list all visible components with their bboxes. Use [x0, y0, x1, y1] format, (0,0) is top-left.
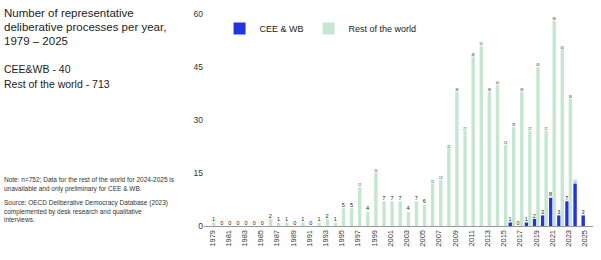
svg-text:45: 45 [194, 62, 204, 72]
svg-text:1987: 1987 [272, 230, 281, 247]
svg-text:1: 1 [334, 216, 337, 222]
svg-text:2005: 2005 [418, 230, 427, 247]
svg-text:3: 3 [581, 209, 584, 215]
svg-text:27: 27 [528, 127, 532, 131]
svg-text:0: 0 [228, 220, 231, 226]
svg-text:0: 0 [293, 220, 296, 226]
svg-text:60: 60 [194, 9, 204, 19]
svg-text:3: 3 [541, 209, 544, 215]
html-text:Note: n=752; Data for the rest: Note: n=752; Data for the rest of the wo… [4, 176, 174, 192]
svg-text:2009: 2009 [451, 230, 460, 247]
svg-text:1985: 1985 [256, 230, 265, 247]
svg-text:13: 13 [439, 176, 443, 180]
svg-text:1989: 1989 [289, 230, 298, 247]
svg-text:58: 58 [552, 17, 556, 21]
svg-text:0: 0 [253, 220, 256, 226]
svg-text:0: 0 [198, 221, 203, 231]
svg-text:2: 2 [269, 213, 272, 219]
svg-text:2025: 2025 [580, 230, 589, 247]
svg-text:51: 51 [480, 42, 484, 46]
svg-text:36: 36 [569, 95, 573, 99]
svg-text:28: 28 [512, 123, 516, 127]
svg-text:0: 0 [220, 220, 223, 226]
svg-text:50: 50 [561, 46, 565, 50]
svg-text:2011: 2011 [467, 230, 476, 246]
svg-text:27: 27 [463, 127, 467, 131]
svg-text:4: 4 [407, 205, 410, 211]
svg-text:48: 48 [471, 53, 475, 57]
svg-text:2015: 2015 [499, 230, 508, 247]
svg-text:0: 0 [261, 220, 264, 226]
svg-text:2001: 2001 [386, 230, 395, 247]
svg-text:1995: 1995 [337, 230, 346, 247]
svg-text:15: 15 [374, 169, 378, 173]
html-text:Source: OECD Deliberative Demo: Source: OECD Deliberative Democracy Data… [4, 199, 168, 223]
svg-text:7: 7 [565, 195, 568, 201]
svg-text:8: 8 [549, 191, 552, 197]
svg-text:22: 22 [447, 145, 451, 149]
svg-text:2: 2 [533, 213, 536, 219]
svg-text:2017: 2017 [515, 230, 524, 247]
svg-text:7: 7 [382, 195, 385, 201]
svg-text:7: 7 [390, 195, 393, 201]
html-text:Rest of the world - 713: Rest of the world - 713 [4, 78, 110, 90]
svg-text:0: 0 [309, 220, 312, 226]
svg-text:5: 5 [350, 202, 353, 208]
svg-text:38: 38 [520, 88, 524, 92]
svg-text:1: 1 [317, 216, 320, 222]
svg-text:1997: 1997 [353, 230, 362, 247]
svg-text:12: 12 [431, 180, 435, 184]
svg-text:2003: 2003 [402, 230, 411, 247]
svg-text:0: 0 [517, 220, 520, 226]
svg-text:1: 1 [509, 216, 512, 222]
svg-text:1: 1 [277, 216, 280, 222]
svg-text:2: 2 [326, 213, 329, 219]
html-text:CEE&WB - 40: CEE&WB - 40 [4, 63, 71, 75]
svg-text:7: 7 [399, 195, 402, 201]
svg-text:38: 38 [455, 88, 459, 92]
svg-text:2019: 2019 [532, 230, 541, 247]
svg-text:7: 7 [415, 195, 418, 201]
svg-text:2007: 2007 [434, 230, 443, 247]
svg-text:4: 4 [366, 205, 369, 211]
svg-text:CEE & WB: CEE & WB [260, 24, 304, 34]
svg-text:1979: 1979 [208, 230, 217, 247]
svg-text:1: 1 [301, 216, 304, 222]
svg-text:2013: 2013 [483, 230, 492, 247]
svg-text:40: 40 [496, 81, 500, 85]
svg-text:27: 27 [544, 127, 548, 131]
svg-text:12: 12 [573, 180, 577, 184]
svg-text:1983: 1983 [240, 230, 249, 247]
svg-text:11: 11 [358, 183, 361, 187]
svg-text:1993: 1993 [321, 230, 330, 247]
svg-text:0: 0 [245, 220, 248, 226]
svg-text:1: 1 [285, 216, 288, 222]
svg-text:1991: 1991 [305, 230, 314, 247]
svg-text:1: 1 [525, 216, 528, 222]
svg-text:6: 6 [423, 198, 426, 204]
svg-text:0: 0 [236, 220, 239, 226]
svg-text:30: 30 [194, 115, 204, 125]
svg-text:38: 38 [488, 88, 492, 92]
svg-text:23: 23 [504, 141, 508, 145]
svg-text:2023: 2023 [564, 230, 573, 247]
svg-text:1: 1 [212, 216, 215, 222]
html-text:Number of representative delib: Number of representative deliberative pr… [4, 7, 167, 47]
svg-text:3: 3 [557, 209, 560, 215]
svg-text:Rest of the world: Rest of the world [349, 24, 417, 34]
svg-text:1981: 1981 [224, 230, 233, 247]
svg-text:1999: 1999 [370, 230, 379, 247]
svg-text:15: 15 [194, 168, 204, 178]
svg-text:45: 45 [536, 63, 540, 67]
svg-text:5: 5 [342, 202, 345, 208]
svg-text:2021: 2021 [548, 230, 557, 247]
